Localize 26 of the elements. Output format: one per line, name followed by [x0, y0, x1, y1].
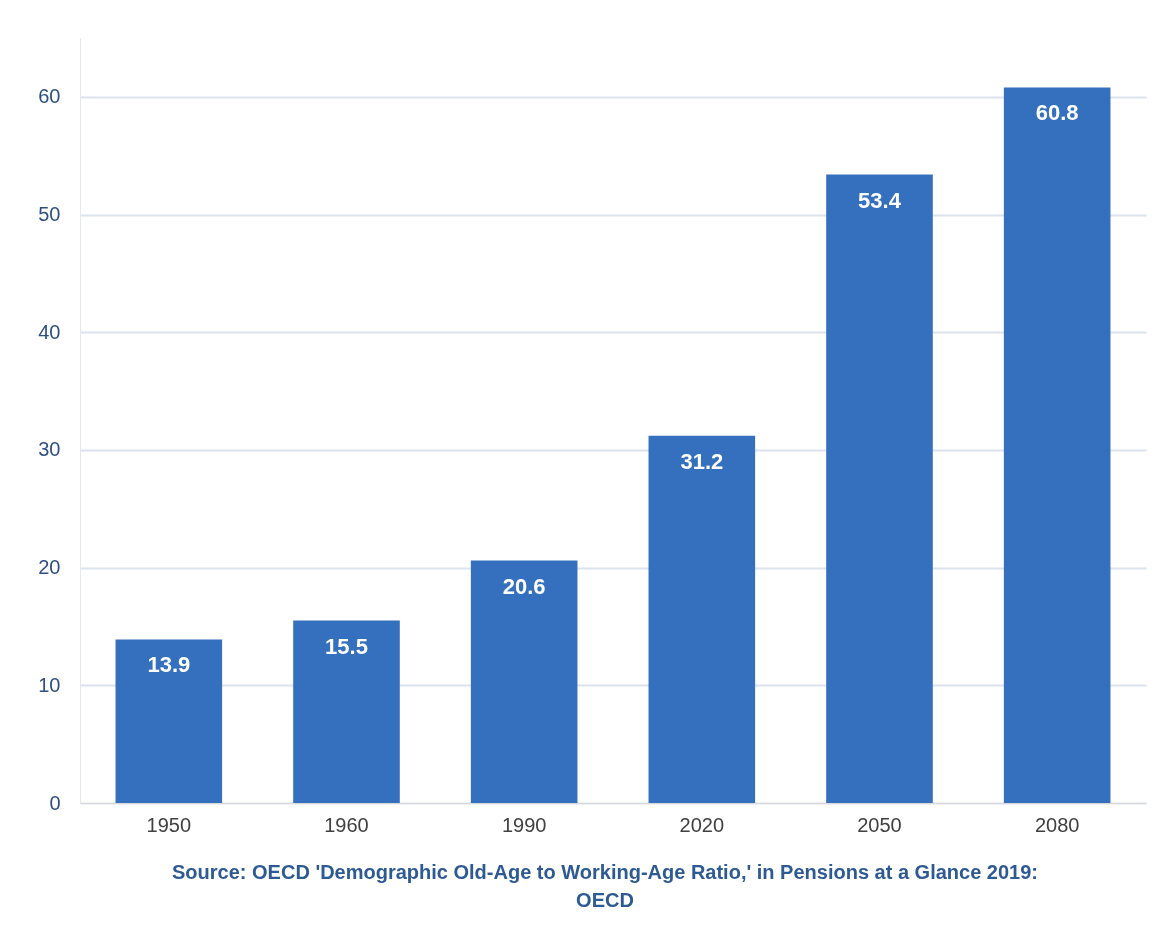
x-tick-label: 1990 [501, 813, 547, 836]
x-tick-label: 2080 [1034, 813, 1080, 836]
y-tick-label: 50 [38, 203, 61, 226]
source-note: Source: OECD 'Demographic Old-Age to Working-Age Ratio,' in Pensions at a Glance 2019: OECD [171, 860, 1039, 913]
data-label: 31.2 [680, 448, 724, 474]
data-label: 60.8 [1035, 100, 1079, 126]
bar [293, 620, 400, 803]
y-tick-label: 60 [38, 85, 61, 108]
bar [115, 639, 223, 803]
y-tick-label: 20 [38, 556, 61, 579]
y-tick-label: 0 [49, 791, 61, 814]
bar [826, 174, 933, 803]
bar [648, 435, 756, 803]
data-label: 15.5 [325, 633, 368, 659]
y-tick-label: 10 [38, 673, 61, 696]
x-tick-label: 1960 [324, 813, 369, 836]
data-label: 13.9 [147, 652, 191, 678]
y-tick-label: 40 [38, 320, 61, 343]
data-label: 53.4 [858, 187, 902, 213]
x-tick-label: 1950 [146, 813, 192, 836]
bar [470, 560, 578, 803]
data-label: 20.6 [502, 573, 546, 599]
bar [1003, 87, 1111, 803]
x-tick-label: 2020 [679, 813, 725, 836]
x-tick-label: 2050 [857, 813, 902, 836]
y-tick-label: 30 [38, 438, 61, 461]
